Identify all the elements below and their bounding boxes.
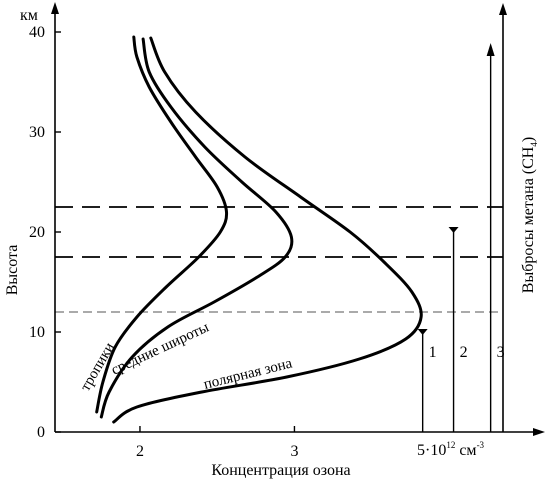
y-tick-label: 30 [29,124,45,141]
label-polar-zone: полярная зона [202,355,294,393]
marker-tee-2 [448,227,459,233]
ticks: 0 10 20 30 40 2 3 [29,24,298,460]
right-axis-label-main: Выбросы метана (CH [520,146,537,293]
methane-markers: 1 2 3 [417,43,505,432]
x-axis-arrow [533,428,545,436]
y-axis-arrow [51,2,59,14]
curve-polar-zone [112,36,423,424]
marker-tee-1 [417,329,428,335]
marker-label-1: 1 [429,344,437,361]
reference-lines [55,206,503,313]
marker-arrow-3 [486,43,495,56]
x-axis-label: Концентрация озона [211,462,350,479]
curve-mid-latitudes [99,37,294,419]
marker-label-3: 3 [497,344,505,361]
y-axis-label: Высота [4,245,21,296]
ozone-curves [95,35,423,424]
curve-tropics [95,35,229,414]
x-unit-exp: 12 [446,440,455,450]
axes [51,2,545,436]
x-unit-suffix: см [455,442,476,459]
y-tick-label: 20 [29,224,45,241]
x-unit-prefix: 5·10 [417,442,446,459]
right-axis-label: Выбросы метана (CH4) [520,137,539,293]
right-axis-label-end: ) [520,137,537,142]
x-tick-label: 2 [136,443,144,460]
right-axis-label-sub: 4 [529,142,539,147]
x-unit-suffix-exp: -3 [477,440,485,450]
label-mid-latitudes: средние широты [109,319,212,378]
y-tick-label: 10 [29,324,45,341]
x-unit-label: 5·1012 см-3 [417,440,485,459]
y-unit-label: км [20,7,38,24]
y-tick-label: 0 [37,424,45,441]
right-axis-arrow [499,3,507,15]
x-tick-label: 3 [290,443,298,460]
y-tick-label: 40 [29,24,45,41]
marker-label-2: 2 [460,344,468,361]
